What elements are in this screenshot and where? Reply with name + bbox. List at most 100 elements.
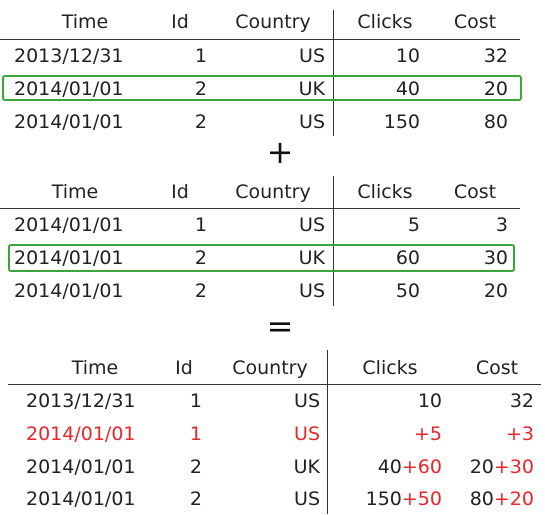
highlight-box xyxy=(8,244,515,272)
result-table: Time Id Country Clicks Cost 2013/12/31 1… xyxy=(0,350,545,515)
table-row: 2014/01/01 1 US 5 3 xyxy=(0,209,520,241)
cell-time: 2014/01/01 xyxy=(26,488,136,510)
cell-country: US xyxy=(299,280,325,302)
cell-clicks: 40 xyxy=(395,78,420,100)
cell-cost: +3 xyxy=(448,418,534,450)
cell-id: 1 xyxy=(189,390,202,412)
table-header-row: Time Id Country Clicks Cost xyxy=(0,352,545,384)
cell-country: UK xyxy=(298,78,325,100)
header-clicks: Clicks xyxy=(357,11,413,33)
cell-clicks: 10 xyxy=(395,45,420,67)
header-divider xyxy=(0,208,520,209)
cell-country: UK xyxy=(293,456,320,478)
clicks-base-value: 10 xyxy=(417,390,442,412)
header-cost: Cost xyxy=(453,11,497,33)
clicks-added-value: +50 xyxy=(401,488,442,510)
header-cost: Cost xyxy=(453,181,497,203)
cell-cost: 32 xyxy=(448,385,534,417)
cell-cost: 32 xyxy=(483,45,508,67)
column-divider xyxy=(327,350,328,514)
cell-country: UK xyxy=(298,247,325,269)
cell-time: 2013/12/31 xyxy=(14,45,124,67)
cell-country: US xyxy=(294,488,320,510)
header-clicks: Clicks xyxy=(357,181,413,203)
cell-time: 2014/01/01 xyxy=(14,111,124,133)
cell-id: 1 xyxy=(194,45,207,67)
cell-time: 2014/01/01 xyxy=(14,214,124,236)
plus-operator: + xyxy=(266,133,294,171)
cell-cost: 80 xyxy=(483,111,508,133)
cell-cost: 20 xyxy=(483,280,508,302)
table-row: 2014/01/01 2 UK 40+60 20+30 xyxy=(0,451,545,483)
cell-country: US xyxy=(294,423,320,445)
cell-id: 2 xyxy=(194,280,207,302)
cell-id: 1 xyxy=(194,214,207,236)
cell-country: US xyxy=(299,111,325,133)
cell-id: 1 xyxy=(189,423,202,445)
cell-id: 2 xyxy=(194,111,207,133)
header-time: Time xyxy=(71,357,119,379)
table-row: 2013/12/31 1 US 10 32 xyxy=(0,40,520,72)
table-row: 2013/12/31 1 US 10 32 xyxy=(0,385,545,417)
header-time: Time xyxy=(61,11,109,33)
cell-time: 2014/01/01 xyxy=(14,78,124,100)
cell-id: 2 xyxy=(189,456,202,478)
cell-country: US xyxy=(299,45,325,67)
table-row: 2014/01/01 2 US 50 20 xyxy=(0,275,520,307)
header-country: Country xyxy=(235,181,311,203)
cell-id: 2 xyxy=(194,78,207,100)
cost-base-value: 80 xyxy=(469,488,494,510)
table-row: 2014/01/01 2 US 150+50 80+20 xyxy=(0,483,545,515)
table-row: 2014/01/01 2 UK 40 20 xyxy=(0,73,520,105)
clicks-added-value: +5 xyxy=(413,423,442,445)
clicks-base-value: 40 xyxy=(377,456,402,478)
cell-cost: 3 xyxy=(495,214,508,236)
table-row: 2014/01/01 2 US 150 80 xyxy=(0,106,520,138)
cell-clicks: 50 xyxy=(395,280,420,302)
cell-cost: 80+20 xyxy=(448,483,534,515)
equals-operator: = xyxy=(266,307,294,345)
cell-time: 2014/01/01 xyxy=(26,423,136,445)
column-divider xyxy=(333,10,334,136)
cost-added-value: +20 xyxy=(493,488,534,510)
table-header-row: Time Id Country Clicks Cost xyxy=(0,176,520,208)
table-header-row: Time Id Country Clicks Cost xyxy=(0,6,520,38)
header-id: Id xyxy=(171,11,189,33)
cell-time: 2013/12/31 xyxy=(26,390,136,412)
header-id: Id xyxy=(171,181,189,203)
cell-cost: 30 xyxy=(483,247,508,269)
header-country: Country xyxy=(232,357,308,379)
table-row: 2014/01/01 2 UK 60 30 xyxy=(0,242,520,274)
header-time: Time xyxy=(51,181,99,203)
cell-id: 2 xyxy=(189,488,202,510)
header-cost: Cost xyxy=(475,357,519,379)
header-clicks: Clicks xyxy=(362,357,418,379)
cell-clicks: 60 xyxy=(395,247,420,269)
table-row-new: 2014/01/01 1 US +5 +3 xyxy=(0,418,545,450)
cost-added-value: +30 xyxy=(493,456,534,478)
cost-base-value: 32 xyxy=(509,390,534,412)
header-divider xyxy=(0,39,520,40)
cost-base-value: 20 xyxy=(469,456,494,478)
cell-clicks: 10 xyxy=(330,385,442,417)
table-1: Time Id Country Clicks Cost 2013/12/31 1… xyxy=(0,6,520,136)
table-2: Time Id Country Clicks Cost 2014/01/01 1… xyxy=(0,176,520,307)
cell-cost: 20 xyxy=(483,78,508,100)
cell-clicks: +5 xyxy=(330,418,442,450)
cell-country: US xyxy=(299,214,325,236)
clicks-added-value: +60 xyxy=(401,456,442,478)
header-divider xyxy=(8,384,541,385)
header-id: Id xyxy=(175,357,193,379)
cell-clicks: 40+60 xyxy=(330,451,442,483)
cell-clicks: 150+50 xyxy=(330,483,442,515)
cell-time: 2014/01/01 xyxy=(14,247,124,269)
cell-id: 2 xyxy=(194,247,207,269)
cell-country: US xyxy=(294,390,320,412)
header-country: Country xyxy=(235,11,311,33)
cell-cost: 20+30 xyxy=(448,451,534,483)
cell-time: 2014/01/01 xyxy=(26,456,136,478)
cost-added-value: +3 xyxy=(505,423,534,445)
clicks-base-value: 150 xyxy=(365,488,402,510)
cell-clicks: 150 xyxy=(383,111,420,133)
cell-clicks: 5 xyxy=(407,214,420,236)
